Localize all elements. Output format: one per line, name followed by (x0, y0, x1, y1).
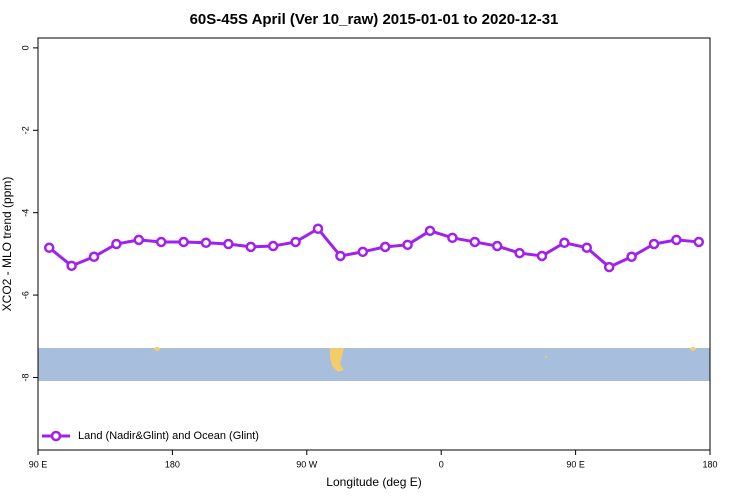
point (43, 242, 55, 253)
point (379, 241, 391, 253)
point (626, 251, 637, 263)
point (536, 250, 548, 262)
point (66, 260, 77, 272)
point (603, 261, 615, 273)
point (223, 238, 234, 250)
point (581, 242, 593, 253)
point (693, 236, 705, 248)
point (133, 234, 145, 246)
point (447, 232, 458, 244)
y-tick-label: -2 (20, 126, 30, 134)
point (514, 247, 525, 259)
y-tick-label: 0 (20, 45, 30, 50)
plot-frame (37, 37, 711, 451)
y-tick-label: -8 (20, 373, 30, 381)
y-tick-label: -6 (20, 291, 30, 299)
point (290, 236, 301, 248)
x-axis-label: Longitude (deg E) (326, 475, 421, 489)
land (154, 347, 160, 351)
x-tick-label: 90 E (29, 459, 48, 469)
x-tick-label: 90 E (566, 459, 585, 469)
map-strip (38, 347, 710, 381)
chart-title: 60S-45S April (Ver 10_raw) 2015-01-01 to… (190, 11, 559, 28)
x-tick-label: 90 W (296, 459, 318, 469)
point (402, 239, 413, 251)
point (357, 246, 369, 258)
point (88, 251, 100, 263)
point (648, 238, 660, 250)
point (245, 241, 257, 253)
point (491, 240, 503, 252)
y-tick-label: -4 (20, 209, 30, 217)
land (690, 347, 696, 351)
land (545, 356, 547, 358)
legend-marker (50, 430, 62, 442)
point (267, 240, 279, 252)
point (200, 237, 212, 249)
point (671, 234, 682, 246)
point (424, 225, 436, 237)
point (155, 236, 167, 248)
point (335, 250, 346, 262)
y-axis-label: XCO2 - MLO trend (ppm) (0, 177, 14, 312)
point (178, 236, 189, 248)
point (559, 237, 570, 249)
x-tick-label: 180 (165, 459, 180, 469)
point (312, 223, 324, 235)
x-tick-label: 0 (439, 459, 444, 469)
land (330, 348, 344, 372)
ocean (38, 348, 710, 381)
point (469, 236, 481, 248)
legend-label: Land (Nadir&Glint) and Ocean (Glint) (78, 430, 259, 442)
x-tick-label: 180 (702, 459, 717, 469)
point (111, 238, 122, 250)
